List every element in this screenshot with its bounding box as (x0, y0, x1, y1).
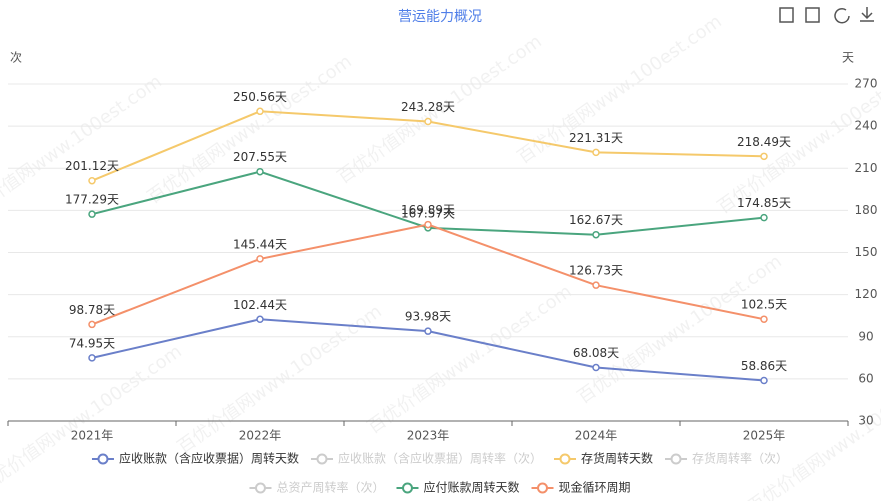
y-axis-label: 次 (10, 51, 22, 65)
legend-item[interactable]: 存货周转天数 (554, 451, 653, 466)
chart-title: 营运能力概况 (398, 9, 482, 25)
legend-item[interactable]: 总资产周转率（次） (249, 480, 384, 495)
y2-tick-label: 90 (858, 329, 873, 343)
toolbar[interactable] (779, 7, 874, 24)
data-label: 177.29天 (65, 193, 119, 207)
legend-item[interactable]: 应付账款周转天数 (396, 480, 520, 495)
data-label: 93.98天 (405, 310, 451, 324)
watermark: 百优价值网www.100est.com (0, 341, 186, 498)
data-label: 126.73天 (569, 264, 623, 278)
data-label: 167.57天 (401, 206, 455, 220)
point (424, 327, 432, 335)
data-label: 201.12天 (65, 159, 119, 173)
point (88, 176, 96, 185)
legend-label: 应收账款（含应收票据）周转率（次） (338, 451, 542, 466)
point (424, 117, 432, 126)
legend-symbol (670, 453, 682, 465)
y2-tick-label: 270 (855, 77, 878, 91)
legend-label: 应付账款周转天数 (423, 480, 519, 495)
data-label: 102.44天 (233, 298, 287, 312)
point (760, 376, 768, 385)
legend-label: 应收账款（含应收票据）周转天数 (119, 451, 299, 466)
point (256, 167, 264, 176)
x-tick-label: 2024年 (575, 429, 618, 443)
point (760, 315, 768, 323)
data-label: 250.56天 (233, 90, 287, 104)
point (256, 255, 264, 263)
legend-label: 存货周转率（次） (692, 451, 788, 466)
download-icon[interactable] (860, 7, 874, 22)
legend-item[interactable]: 应收账款（含应收票据）周转率（次） (310, 451, 542, 466)
point (424, 220, 432, 229)
y2-tick-label: 60 (858, 371, 873, 385)
legend-symbol (401, 482, 413, 494)
point (88, 320, 96, 329)
data-label: 58.86天 (741, 359, 787, 373)
x-tick-label: 2022年 (239, 429, 282, 443)
data-label: 74.95天 (69, 336, 115, 350)
y2-tick-label: 150 (855, 245, 878, 259)
legend-symbol (316, 453, 328, 465)
point (256, 315, 264, 324)
data-label: 145.44天 (233, 237, 287, 251)
legend-item[interactable]: 应收账款（含应收票据）周转天数 (91, 451, 299, 466)
data-label: 207.55天 (233, 150, 287, 164)
point (256, 107, 264, 116)
point (592, 230, 600, 239)
data-label: 174.85天 (737, 196, 791, 210)
legend-symbol (559, 453, 571, 465)
watermark: 百优价值网www.100est.com (364, 281, 576, 438)
x-tick-label: 2021年 (71, 429, 114, 443)
point (592, 281, 600, 289)
legend-label: 总资产周转率（次） (276, 480, 384, 495)
y2-tick-label: 180 (855, 203, 878, 217)
x-tick-label: 2023年 (407, 429, 450, 443)
legend-symbol (97, 453, 109, 465)
refresh-icon[interactable] (834, 8, 850, 24)
legend-label: 现金循环周期 (559, 480, 631, 495)
legend-symbol (537, 482, 549, 494)
point (88, 210, 96, 218)
point (88, 354, 96, 362)
legend-item[interactable]: 存货周转率（次） (665, 451, 788, 466)
data-label: 218.49天 (737, 135, 791, 149)
print-icon[interactable] (779, 7, 794, 23)
point (760, 152, 768, 161)
data-label: 169.89天 (401, 203, 455, 217)
y2-tick-label: 210 (855, 161, 878, 175)
point (760, 213, 768, 222)
data-label: 98.78天 (69, 303, 115, 317)
data-label: 68.08天 (573, 346, 619, 360)
x-tick-label: 2025年 (743, 429, 786, 443)
data-view-icon[interactable] (805, 7, 820, 23)
point (592, 148, 600, 157)
data-label: 102.5天 (741, 298, 787, 312)
y2-tick-label: 240 (855, 119, 878, 133)
data-label: 243.28天 (401, 100, 455, 114)
legend-label: 存货周转天数 (581, 451, 653, 466)
legend-symbol (254, 482, 266, 494)
watermark: 百优价值网www.100est.com (144, 51, 356, 208)
point (592, 363, 600, 372)
legend-item[interactable]: 现金循环周期 (531, 480, 631, 495)
data-label: 221.31天 (569, 131, 623, 145)
y2-tick-label: 30 (858, 414, 873, 428)
y2-tick-label: 120 (855, 287, 878, 301)
y2-axis-label: 天 (842, 51, 854, 65)
data-label: 162.67天 (569, 213, 623, 227)
